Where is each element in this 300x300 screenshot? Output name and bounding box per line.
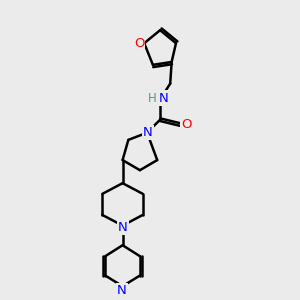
Text: N: N xyxy=(117,284,127,297)
Text: O: O xyxy=(134,37,144,50)
Text: H: H xyxy=(148,92,156,104)
Text: O: O xyxy=(181,118,191,131)
Text: N: N xyxy=(118,220,128,233)
Text: N: N xyxy=(143,126,153,139)
Text: N: N xyxy=(159,92,168,104)
